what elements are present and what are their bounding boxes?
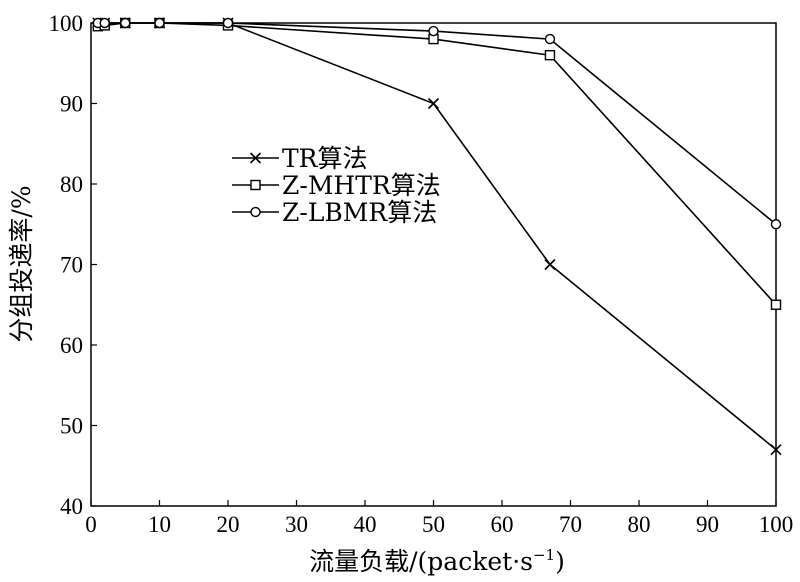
x-tick-label: 30 bbox=[285, 512, 308, 537]
axes: 0 10 20 30 40 50 60 70 80 90 100 40 50 60 70 80 90 100 bbox=[49, 11, 794, 537]
y-tick-label: 80 bbox=[60, 172, 83, 197]
series-1 bbox=[92, 17, 782, 456]
legend-marker bbox=[250, 206, 261, 218]
y-tick-label: 70 bbox=[60, 253, 83, 278]
legend-label: Z-MHTR算法 bbox=[282, 171, 441, 200]
y-tick-label: 90 bbox=[60, 92, 83, 117]
data-point bbox=[544, 258, 556, 271]
series-layer bbox=[92, 17, 782, 456]
series-line bbox=[97, 22, 777, 306]
y-tick-label: 50 bbox=[60, 414, 83, 439]
x-tick-label: 50 bbox=[422, 512, 445, 537]
data-point bbox=[770, 219, 782, 230]
x-tick-label: 0 bbox=[85, 512, 97, 537]
data-point bbox=[544, 50, 556, 61]
x-axis-label: 流量负载/(packet·s−1) bbox=[309, 546, 565, 576]
y-tick-label: 40 bbox=[60, 494, 83, 519]
x-tick-label: 70 bbox=[559, 512, 582, 537]
x-tick-label: 80 bbox=[628, 512, 651, 537]
y-tick-label: 100 bbox=[49, 11, 84, 36]
plot-frame bbox=[90, 22, 777, 507]
series-line bbox=[97, 22, 777, 451]
data-point bbox=[154, 17, 165, 29]
data-point bbox=[544, 33, 556, 45]
legend-label: TR算法 bbox=[282, 144, 368, 173]
legend-item: TR算法 bbox=[232, 144, 368, 173]
x-tick-label: 10 bbox=[148, 512, 171, 537]
series-3 bbox=[92, 17, 782, 230]
legend-marker bbox=[250, 179, 261, 191]
legend-item: Z-MHTR算法 bbox=[232, 171, 441, 200]
x-tick-label: 100 bbox=[759, 512, 794, 537]
data-point bbox=[770, 444, 782, 456]
x-tick-label: 20 bbox=[217, 512, 240, 537]
legend-label: Z-LBMR算法 bbox=[282, 198, 437, 227]
data-point bbox=[222, 17, 234, 29]
series-2 bbox=[92, 17, 782, 310]
legend-marker bbox=[249, 152, 262, 164]
data-point bbox=[770, 299, 782, 310]
x-tick-label: 90 bbox=[696, 512, 719, 537]
data-point bbox=[428, 25, 439, 37]
y-tick-label: 60 bbox=[60, 333, 83, 358]
data-point bbox=[120, 17, 131, 29]
x-tick-label: 60 bbox=[491, 512, 514, 537]
x-tick-label: 40 bbox=[354, 512, 377, 537]
y-axis-label: 分组投递率/% bbox=[7, 185, 36, 342]
data-point bbox=[99, 17, 110, 29]
data-point bbox=[427, 97, 440, 110]
legend-item: Z-LBMR算法 bbox=[232, 198, 437, 227]
